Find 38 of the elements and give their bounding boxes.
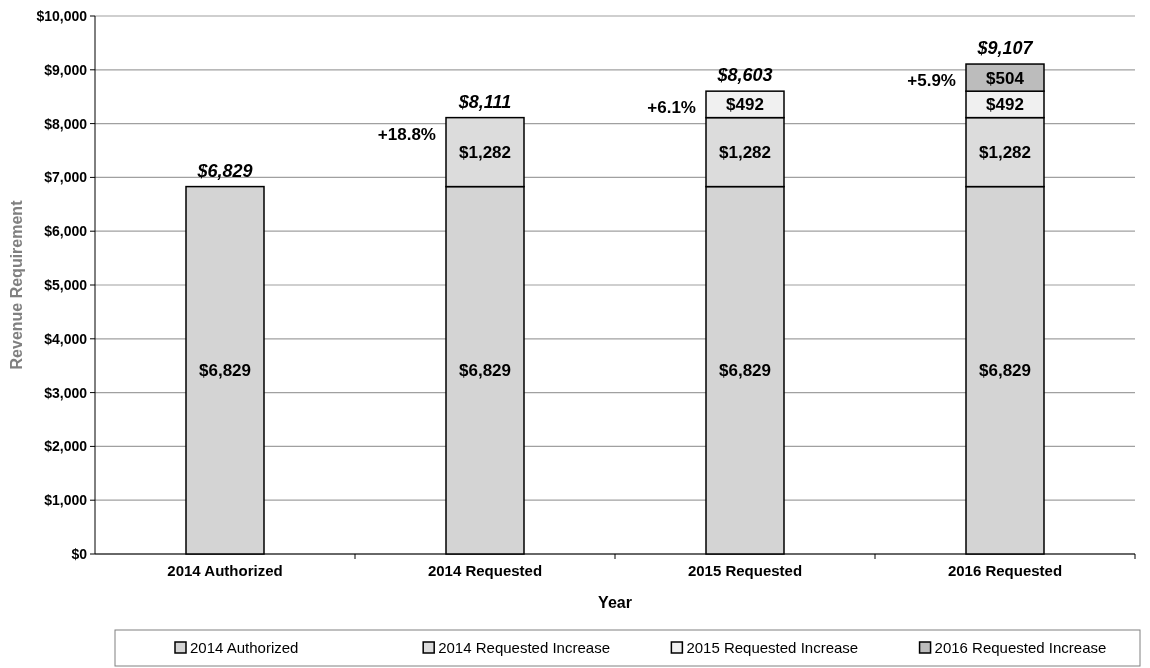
data-label: $6,829 [459,361,511,381]
y-tick-label: $8,000 [44,115,88,132]
y-tick-label: $4,000 [44,330,88,347]
y-tick-label: $6,000 [44,223,88,240]
data-label: $1,282 [719,143,771,163]
x-tick-label: 2014 Authorized [167,562,283,579]
x-tick-label: 2014 Requested [427,562,543,579]
y-tick-label: $10,000 [36,7,88,24]
annotation: +5.9% [907,71,956,91]
legend-label: 2014 Requested Increase [438,639,610,657]
x-tick-label: 2015 Requested [687,562,803,579]
data-label: $6,829 [979,361,1031,381]
data-label: $1,282 [459,143,511,163]
y-axis-title: Revenue Requirement [8,199,25,370]
x-axis-title: Year [598,594,632,611]
legend-label: 2014 Authorized [190,639,299,657]
legend-label: 2016 Requested Increase [934,639,1107,657]
data-label: $492 [986,95,1024,115]
total-label: $8,603 [716,65,773,86]
total-label: $9,107 [976,38,1034,59]
annotation: +18.8% [377,124,436,144]
y-tick-label: $9,000 [44,61,88,78]
y-tick-label: $3,000 [44,384,88,401]
total-label: $8,111 [457,91,512,112]
data-label: $1,282 [979,143,1031,163]
total-label: $6,829 [196,160,253,181]
data-label: $6,829 [719,361,771,381]
data-label: $6,829 [199,361,251,381]
data-label: $492 [726,95,764,115]
y-tick-label: $7,000 [44,169,88,186]
x-tick-label: 2016 Requested [947,562,1063,579]
y-tick-label: $2,000 [44,438,88,455]
data-label: $504 [986,68,1025,88]
annotation: +6.1% [647,98,696,118]
y-tick-label: $0 [71,545,88,562]
y-tick-label: $5,000 [44,276,88,293]
y-tick-label: $1,000 [44,492,88,509]
legend-label: 2015 Requested Increase [686,639,859,657]
